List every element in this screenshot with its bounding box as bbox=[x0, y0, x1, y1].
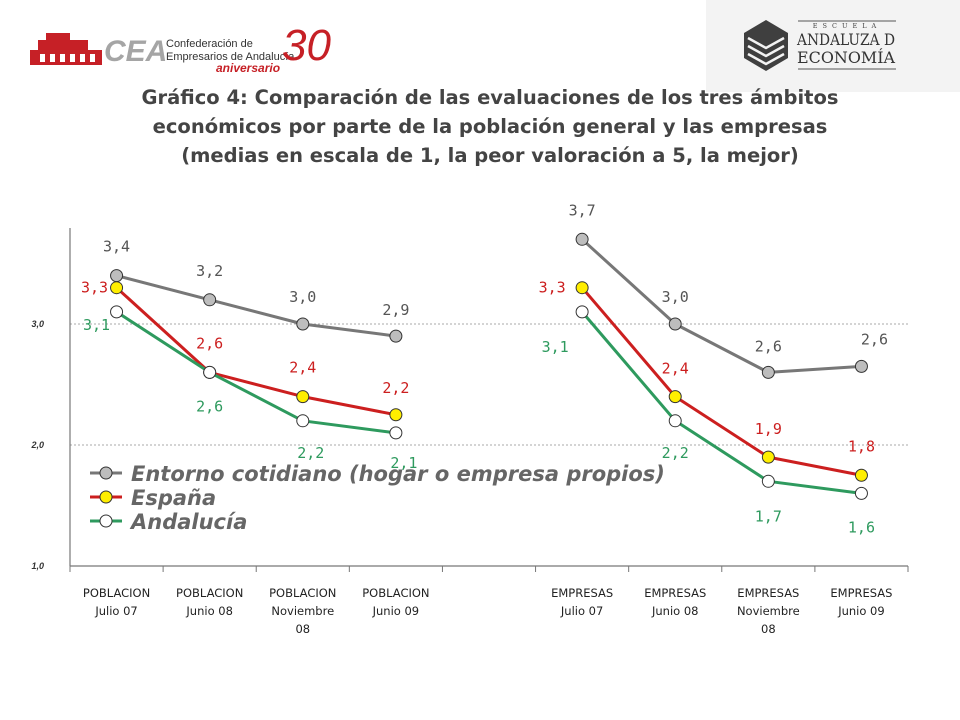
x-tick-label: Noviembre bbox=[271, 604, 334, 618]
data-label-andalucia: 2,2 bbox=[662, 444, 689, 462]
data-point-entorno bbox=[389, 329, 403, 343]
data-point-andalucia bbox=[110, 305, 124, 319]
data-label-andalucia: 2,6 bbox=[196, 397, 223, 415]
data-label-espana: 1,9 bbox=[755, 420, 782, 438]
data-point-espana bbox=[668, 390, 682, 404]
x-tick-label: Noviembre bbox=[737, 604, 800, 618]
data-label-andalucia: 1,7 bbox=[755, 507, 782, 525]
data-label-espana: 3,3 bbox=[539, 279, 566, 297]
x-tick-label: EMPRESAS bbox=[737, 586, 799, 600]
data-point-andalucia bbox=[296, 414, 310, 428]
legend-marker-andalucia bbox=[99, 514, 113, 528]
data-label-espana: 2,4 bbox=[289, 359, 316, 377]
data-label-espana: 1,8 bbox=[848, 437, 875, 455]
data-point-entorno bbox=[110, 269, 124, 283]
series-line-andalucia bbox=[580, 310, 862, 495]
data-label-entorno: 3,0 bbox=[289, 288, 316, 306]
series-line-entorno bbox=[581, 238, 862, 374]
data-label-espana: 2,2 bbox=[382, 379, 409, 397]
escuela-label: ESCUELA bbox=[813, 22, 881, 30]
data-point-espana bbox=[761, 450, 775, 464]
chart-title-line1: Gráfico 4: Comparación de las evaluacion… bbox=[141, 86, 839, 109]
chart-title: Gráfico 4: Comparación de las evaluacion… bbox=[70, 83, 910, 170]
y-tick-label: 1,0 bbox=[31, 561, 44, 571]
anniversary-number: 30 bbox=[282, 21, 331, 70]
cea-logo-icon bbox=[30, 33, 102, 65]
x-tick-label: EMPRESAS bbox=[551, 586, 613, 600]
data-point-entorno bbox=[296, 317, 310, 331]
x-tick-label: Junio 08 bbox=[651, 604, 699, 618]
data-point-andalucia bbox=[203, 365, 217, 379]
data-label-andalucia: 2,1 bbox=[390, 454, 417, 472]
data-label-espana: 2,6 bbox=[196, 334, 223, 352]
data-point-entorno bbox=[761, 365, 775, 379]
x-tick-label: POBLACION bbox=[362, 586, 429, 600]
x-tick-label: POBLACION bbox=[176, 586, 243, 600]
x-tick-label: Julio 07 bbox=[560, 604, 603, 618]
data-point-entorno bbox=[854, 359, 868, 373]
x-tick-label: Julio 07 bbox=[94, 604, 137, 618]
x-tick-label: 08 bbox=[295, 622, 310, 636]
cea-name-line2: Empresarios de Andalucía bbox=[166, 51, 295, 63]
escuela-name-line1: ANDALUZA D bbox=[796, 30, 895, 49]
x-tick-label: EMPRESAS bbox=[830, 586, 892, 600]
data-point-andalucia bbox=[389, 426, 403, 440]
x-tick-label: EMPRESAS bbox=[644, 586, 706, 600]
x-tick-label: Junio 09 bbox=[837, 604, 885, 618]
data-point-andalucia bbox=[761, 474, 775, 488]
legend-label-entorno: Entorno cotidiano (hogar o empresa propi… bbox=[131, 462, 665, 486]
series-line-entorno bbox=[116, 274, 397, 338]
data-point-espana bbox=[296, 390, 310, 404]
x-tick-label: 08 bbox=[761, 622, 776, 636]
y-tick-label: 2,0 bbox=[30, 440, 44, 450]
data-point-espana bbox=[389, 408, 403, 422]
data-point-espana bbox=[575, 281, 589, 295]
x-tick-label: POBLACION bbox=[269, 586, 336, 600]
escuela-name-line2: ECONOMÍA bbox=[797, 47, 895, 67]
data-point-entorno bbox=[668, 317, 682, 331]
x-tick-label: Junio 09 bbox=[372, 604, 420, 618]
data-label-andalucia: 3,1 bbox=[83, 316, 110, 334]
data-label-espana: 2,4 bbox=[662, 360, 689, 378]
data-label-entorno: 3,2 bbox=[196, 262, 223, 280]
legend-label-espana: España bbox=[131, 486, 216, 510]
data-label-espana: 3,3 bbox=[81, 279, 108, 297]
data-point-entorno bbox=[575, 232, 589, 246]
x-tick-label: POBLACION bbox=[83, 586, 150, 600]
series-line-andalucia bbox=[115, 310, 397, 435]
data-point-espana bbox=[854, 468, 868, 482]
data-label-andalucia: 2,2 bbox=[297, 444, 324, 462]
data-point-andalucia bbox=[668, 414, 682, 428]
series-line-espana bbox=[115, 286, 397, 417]
data-label-entorno: 2,9 bbox=[382, 301, 409, 319]
y-tick-label: 3,0 bbox=[31, 319, 44, 329]
data-label-entorno: 3,0 bbox=[662, 288, 689, 306]
header-logos: CEA Confederación de Empresarios de Anda… bbox=[30, 20, 896, 75]
data-label-entorno: 3,7 bbox=[569, 201, 596, 219]
legend-label-andalucia: Andalucía bbox=[129, 510, 247, 534]
data-point-espana bbox=[110, 281, 124, 295]
legend-marker-espana bbox=[99, 490, 113, 504]
cea-abbreviation: CEA bbox=[104, 35, 167, 68]
cube-logo-icon bbox=[744, 20, 788, 71]
data-label-entorno: 3,4 bbox=[103, 238, 130, 256]
cea-name-line1: Confederación de bbox=[166, 38, 253, 50]
x-tick-label: Junio 08 bbox=[185, 604, 233, 618]
series-line-espana bbox=[580, 286, 862, 477]
chart-title-line2: económicos por parte de la población gen… bbox=[152, 115, 828, 138]
chart-title-line3: (medias en escala de 1, la peor valoraci… bbox=[181, 144, 799, 167]
legend-marker-entorno bbox=[99, 466, 113, 480]
data-label-entorno: 2,6 bbox=[755, 337, 782, 355]
anniversary-label: aniversario bbox=[216, 61, 280, 75]
data-point-andalucia bbox=[854, 486, 868, 500]
data-label-andalucia: 1,6 bbox=[848, 518, 875, 536]
data-point-entorno bbox=[203, 293, 217, 307]
data-label-andalucia: 3,1 bbox=[542, 338, 569, 356]
data-point-andalucia bbox=[575, 305, 589, 319]
data-label-entorno: 2,6 bbox=[861, 330, 888, 348]
